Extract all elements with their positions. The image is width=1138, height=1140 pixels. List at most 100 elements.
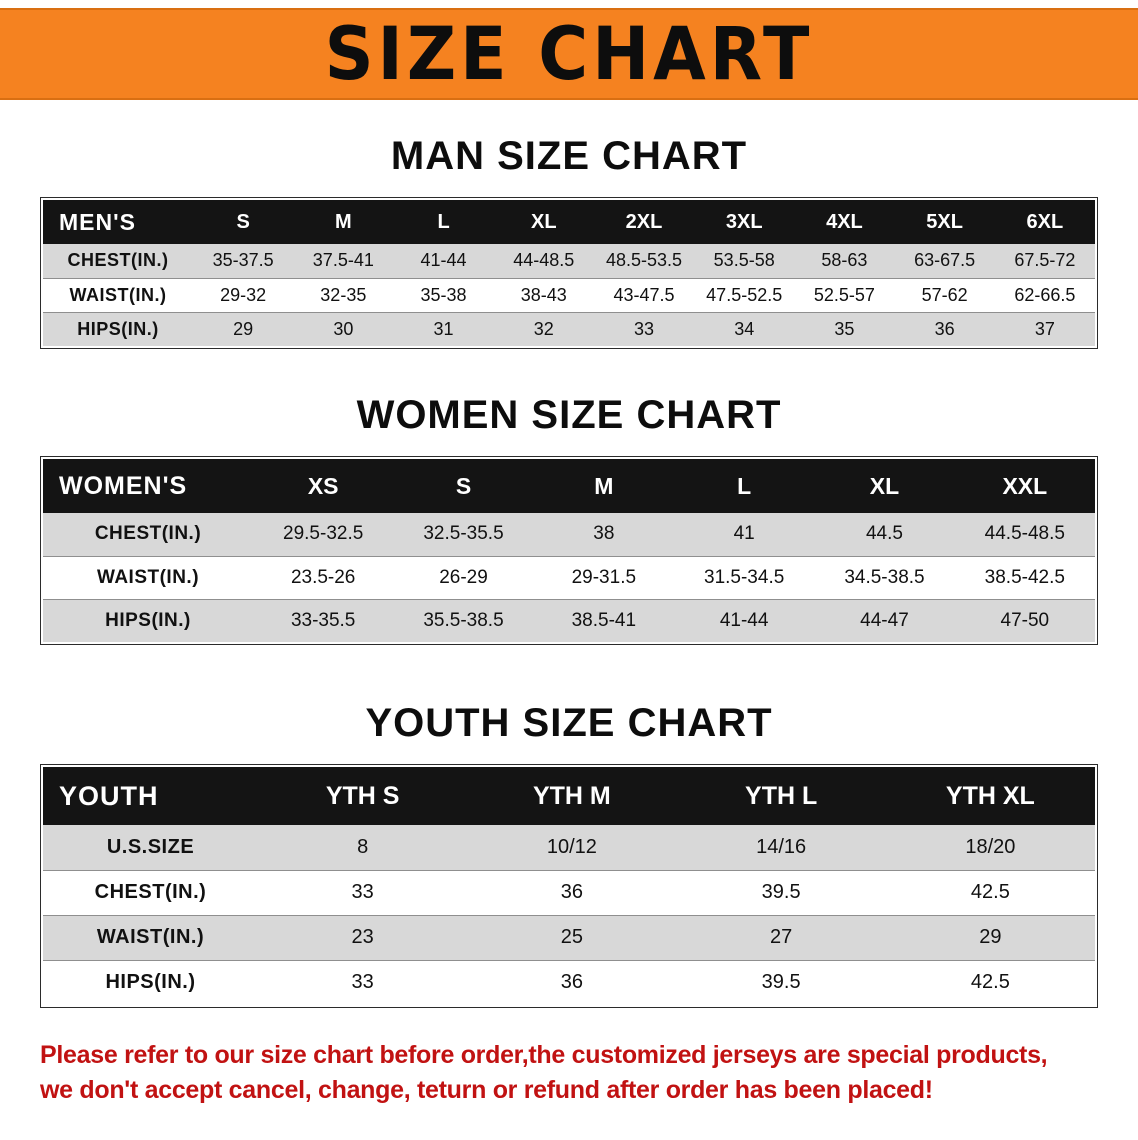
table-title-cell: MEN'S [43, 200, 193, 244]
value-cell: 33 [351, 971, 374, 994]
youth-size-table: YOUTH YTH S YTH M YTH L YTH XL U.S.SIZE 8 10/12… [43, 767, 1095, 1005]
size-header-cell: XXL [954, 459, 1095, 513]
value-cell: 27 [770, 926, 793, 948]
row-label-cell: HIPS(IN.) [105, 971, 196, 994]
value-cell: 42.5 [970, 971, 1010, 994]
row-label-cell: CHEST(IN.) [67, 250, 169, 271]
size-header-cell: 6XL [994, 200, 1095, 244]
table-row: U.S.SIZE 8 10/12 14/16 18/20 [43, 825, 1095, 870]
value-cell: 38 [593, 523, 615, 545]
value-cell: 48.5-53.5 [605, 250, 683, 271]
value-cell: 47-50 [1000, 609, 1050, 631]
table-row: CHEST(IN.) 35-37.5 37.5-41 41-44 44-48.5 48.5… [43, 244, 1095, 278]
women-chart-heading: WOMEN SIZE CHART [356, 393, 782, 437]
value-cell: 42.5 [970, 881, 1010, 903]
row-label-cell: U.S.SIZE [106, 835, 195, 858]
size-header-cell: L [673, 459, 815, 513]
value-cell: 26-29 [439, 566, 488, 588]
table-header-row: WOMEN'S XS S M L XL XXL [43, 459, 1095, 513]
table-row: CHEST(IN.) 33 36 39.5 42.5 [43, 870, 1095, 915]
size-header-cell: XS [253, 459, 394, 513]
row-label-cell: HIPS(IN.) [105, 609, 191, 631]
value-cell: 47.5-52.5 [706, 284, 783, 305]
value-cell: 52.5-57 [813, 284, 875, 305]
value-cell: 29-32 [220, 284, 267, 305]
value-cell: 44-47 [860, 609, 909, 631]
value-cell: 23 [351, 926, 374, 948]
value-cell: 32-35 [320, 284, 367, 305]
men-chart-heading: MAN SIZE CHART [390, 134, 748, 178]
value-cell: 29 [233, 318, 254, 339]
value-cell: 44-48.5 [513, 250, 575, 271]
size-header-cell: M [293, 200, 394, 244]
value-cell: 31.5-34.5 [704, 566, 785, 588]
men-size-table: MEN'S S M L XL 2XL 3XL 4XL 5XL 6XL CHEST(IN.) 35-37… [43, 200, 1095, 346]
value-cell: 33-35.5 [290, 609, 356, 631]
value-cell: 57-62 [921, 284, 968, 305]
table-row: WAIST(IN.) 23 25 27 29 [43, 915, 1095, 960]
table-row: WAIST(IN.) 23.5-26 26-29 29-31.5 31.5-34.5 34… [43, 556, 1095, 599]
size-header-cell: 4XL [794, 200, 895, 244]
size-header-cell: XL [493, 200, 594, 244]
value-cell: 53.5-58 [713, 250, 775, 271]
table-row: WAIST(IN.) 29-32 32-35 35-38 38-43 43-47.5 47.… [43, 278, 1095, 312]
value-cell: 44.5 [865, 523, 903, 545]
value-cell: 41-44 [719, 609, 769, 631]
value-cell: 44.5-48.5 [984, 523, 1065, 545]
value-cell: 8 [357, 835, 369, 858]
value-cell: 29 [979, 926, 1002, 948]
table-row: HIPS(IN.) 33 36 39.5 42.5 [43, 960, 1095, 1005]
value-cell: 33 [351, 881, 374, 903]
row-label-cell: WAIST(IN.) [69, 284, 167, 305]
row-label-cell: HIPS(IN.) [77, 318, 159, 339]
row-label-cell: WAIST(IN.) [96, 926, 205, 948]
disclaimer: Please refer to our size chart before or… [40, 1038, 1138, 1107]
size-header-cell: XL [814, 459, 955, 513]
size-header-cell: S [393, 459, 534, 513]
size-header-cell: YTH L [676, 767, 886, 825]
value-cell: 35 [834, 318, 855, 339]
value-cell: 35-37.5 [212, 250, 274, 271]
men-size-chart-section: MAN SIZE CHART MEN'S S M L XL 2XL 3XL 4XL 5XL 6XL… [0, 134, 1138, 349]
women-size-chart-section: WOMEN SIZE CHART WOMEN'S XS S M L XL XXL CHEST(… [0, 393, 1138, 645]
value-cell: 34.5-38.5 [844, 566, 925, 588]
value-cell: 62-66.5 [1014, 284, 1076, 305]
value-cell: 36 [560, 881, 583, 903]
value-cell: 41-44 [420, 250, 467, 271]
value-cell: 32.5-35.5 [423, 523, 504, 545]
size-header-cell: L [393, 200, 494, 244]
table-header-row: YOUTH YTH S YTH M YTH L YTH XL [43, 767, 1095, 825]
row-label-cell: WAIST(IN.) [96, 566, 200, 588]
value-cell: 30 [333, 318, 354, 339]
youth-chart-heading: YOUTH SIZE CHART [365, 701, 773, 745]
size-header-cell: 2XL [593, 200, 695, 244]
value-cell: 58-63 [821, 250, 868, 271]
youth-size-chart-section: YOUTH SIZE CHART YOUTH YTH S YTH M YTH L YTH… [0, 701, 1138, 1008]
size-header-cell: YTH M [467, 767, 677, 825]
women-size-table-frame: WOMEN'S XS S M L XL XXL CHEST(IN.) 29.5-32.5 32.5… [40, 456, 1098, 645]
table-row: HIPS(IN.) 29 30 31 32 33 34 35 36 37 [43, 312, 1095, 346]
value-cell: 35-38 [420, 284, 467, 305]
value-cell: 23.5-26 [290, 566, 356, 588]
table-header-row: MEN'S S M L XL 2XL 3XL 4XL 5XL 6XL [43, 200, 1095, 244]
value-cell: 43-47.5 [613, 284, 675, 305]
value-cell: 37.5-41 [312, 250, 374, 271]
row-label-cell: CHEST(IN.) [94, 881, 207, 903]
value-cell: 18/20 [965, 835, 1016, 858]
value-cell: 31 [433, 318, 454, 339]
value-cell: 37 [1034, 318, 1055, 339]
value-cell: 41 [733, 523, 755, 545]
table-row: HIPS(IN.) 33-35.5 35.5-38.5 38.5-41 41-44 44-… [43, 599, 1095, 642]
table-row: CHEST(IN.) 29.5-32.5 32.5-35.5 38 41 44.5 44.5… [43, 513, 1095, 556]
value-cell: 10/12 [546, 835, 597, 858]
size-chart-banner: SIZE CHART [0, 8, 1138, 100]
size-header-cell: YTH XL [885, 767, 1095, 825]
value-cell: 36 [934, 318, 955, 339]
size-header-cell: 5XL [894, 200, 995, 244]
row-label-cell: CHEST(IN.) [94, 523, 202, 545]
disclaimer-line-1: Please refer to our size chart before or… [40, 1041, 1048, 1069]
value-cell: 32 [533, 318, 554, 339]
value-cell: 35.5-38.5 [423, 609, 504, 631]
women-size-table: WOMEN'S XS S M L XL XXL CHEST(IN.) 29.5-32.5 32.5… [43, 459, 1095, 642]
disclaimer-line-2: we don't accept cancel, change, teturn o… [40, 1075, 933, 1104]
